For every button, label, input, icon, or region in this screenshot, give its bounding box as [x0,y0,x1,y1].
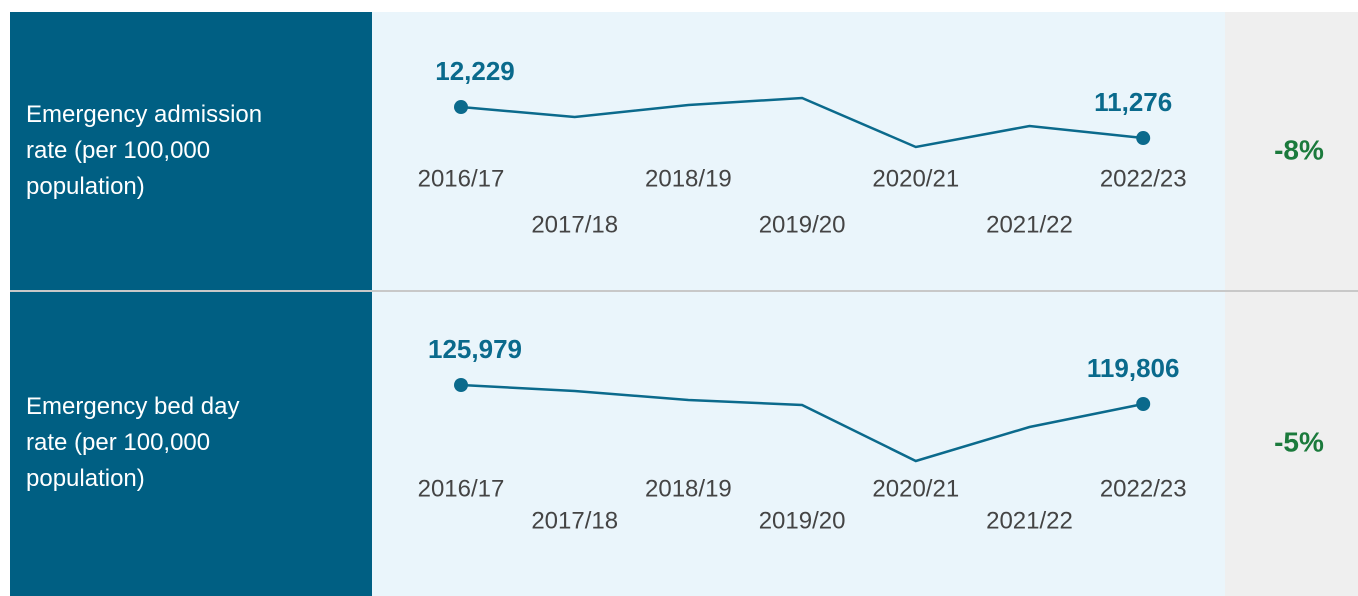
line [460,96,1144,149]
x-tick-label: 2019/20 [759,507,846,534]
row-label: Emergency admission rate (per 100,000 popu… [26,101,262,200]
x-tick-label: 2019/20 [759,211,846,238]
x-tick-label: 2021/22 [986,507,1073,534]
x-tick-label: 2016/17 [418,475,505,502]
x-tick-label: 2017/18 [531,211,618,238]
change-value: -5% [1274,426,1324,457]
line [460,383,1144,463]
label-column [10,12,372,596]
point [1136,131,1151,146]
change-column [1225,12,1358,596]
x-tick-label: 2021/22 [986,211,1073,238]
point [454,378,468,392]
value-label: 12,229 [435,56,515,86]
x-tick-label: 2020/21 [872,475,959,502]
point [1136,396,1151,411]
x-tick-label: 2022/23 [1100,475,1187,502]
value-label: 11,276 [1094,87,1172,117]
value-label: 119,806 [1087,353,1180,383]
x-tick-label: 2022/23 [1100,165,1187,192]
value-label: 125,979 [428,334,522,364]
change-value: -8% [1274,134,1324,165]
chart-column [372,12,1225,596]
x-tick-label: 2017/18 [531,507,618,534]
row-label: Emergency bed day rate (per 100,000 popula… [26,393,239,492]
x-tick-label: 2018/19 [645,475,732,502]
x-tick-label: 2016/17 [418,165,505,192]
x-tick-label: 2020/21 [872,165,959,192]
x-tick-label: 2018/19 [645,165,732,192]
point [454,100,468,115]
